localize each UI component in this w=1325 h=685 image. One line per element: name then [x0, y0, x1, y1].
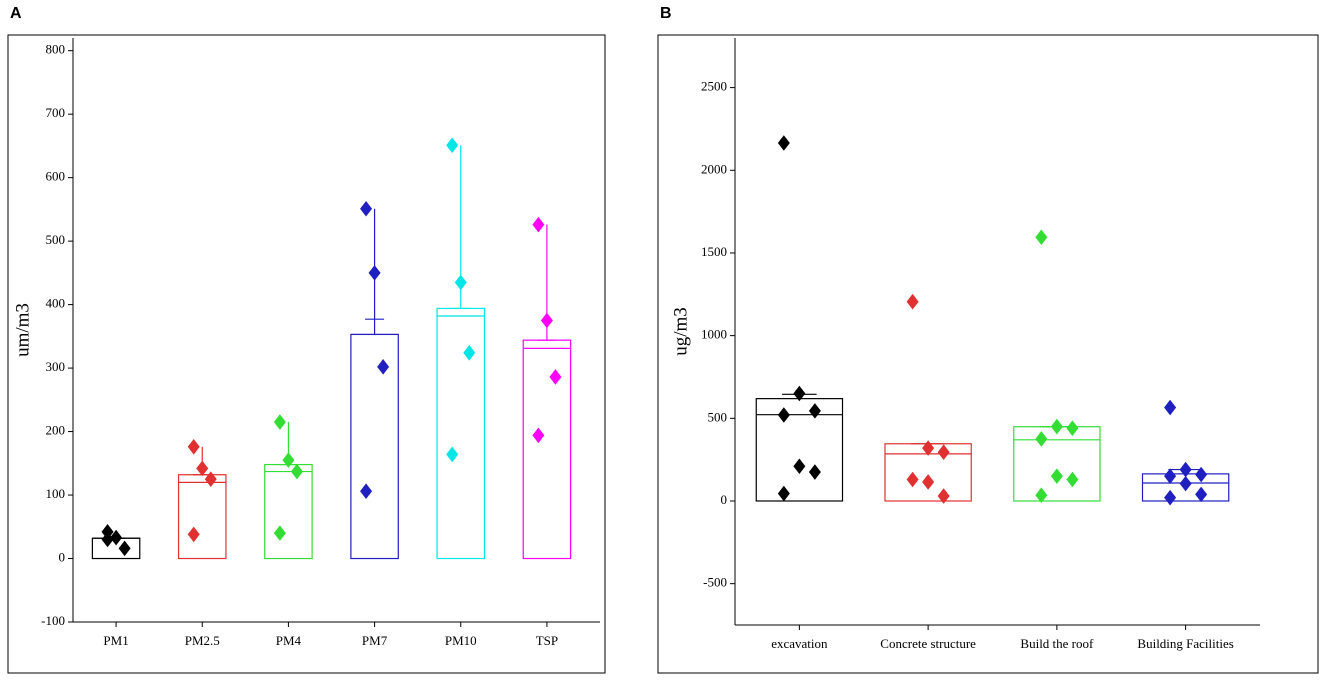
data-point — [290, 463, 303, 480]
data-point — [1050, 468, 1063, 484]
data-point — [777, 135, 790, 151]
panel-frame — [657, 34, 1319, 674]
data-point — [196, 460, 209, 477]
data-point — [532, 216, 545, 233]
data-point — [187, 526, 200, 543]
y-tick-label: 100 — [46, 486, 66, 501]
x-tick-label: Building Facilities — [1137, 636, 1233, 651]
x-tick-label: PM2.5 — [185, 633, 220, 648]
data-point — [360, 483, 373, 500]
data-point — [922, 474, 935, 490]
data-point — [360, 200, 373, 217]
data-point — [793, 458, 806, 475]
data-point — [1066, 420, 1079, 437]
y-tick-label: 500 — [708, 409, 728, 424]
data-point — [1050, 418, 1063, 435]
data-point — [1179, 461, 1192, 478]
panel-label: A — [10, 5, 22, 22]
data-point — [937, 488, 950, 504]
x-tick-label: excavation — [771, 636, 828, 651]
data-point — [808, 403, 821, 419]
y-tick-label: 500 — [46, 232, 66, 247]
x-tick-label: PM7 — [362, 633, 388, 648]
y-tick-label: 700 — [46, 105, 66, 120]
data-point — [446, 446, 459, 463]
bar — [264, 463, 313, 560]
data-point — [532, 427, 545, 444]
data-point — [922, 440, 935, 456]
data-point — [540, 312, 553, 329]
bar — [436, 307, 486, 560]
data-point — [101, 531, 114, 548]
bar — [177, 474, 227, 560]
y-tick-label: 1000 — [701, 327, 727, 342]
data-point — [1164, 399, 1177, 416]
data-point — [463, 345, 476, 361]
bar — [1013, 426, 1101, 502]
data-point — [282, 452, 295, 468]
data-point — [454, 274, 467, 291]
y-axis-label: um/m3 — [12, 303, 33, 357]
data-point — [793, 385, 806, 402]
y-tick-label: 2000 — [701, 161, 727, 176]
x-tick-label: PM4 — [276, 633, 302, 648]
data-point — [1035, 229, 1048, 246]
y-tick-label: 300 — [46, 359, 66, 374]
x-tick-label: PM1 — [103, 633, 128, 648]
data-point — [110, 529, 123, 546]
data-point — [118, 540, 131, 557]
data-point — [937, 444, 950, 461]
y-tick-label: 0 — [59, 550, 66, 565]
data-point — [777, 407, 790, 423]
x-tick-label: Build the roof — [1020, 636, 1094, 651]
data-point — [446, 137, 459, 154]
data-point — [377, 359, 390, 375]
data-point — [1195, 486, 1208, 503]
data-point — [204, 471, 217, 487]
panel-label: B — [660, 5, 672, 22]
data-point — [1179, 475, 1192, 492]
data-point — [808, 464, 821, 480]
x-tick-label: PM10 — [445, 633, 477, 648]
y-tick-label: -500 — [703, 575, 727, 590]
y-tick-label: 600 — [46, 169, 66, 184]
bar — [755, 398, 844, 502]
panel-frame — [7, 34, 606, 674]
data-point — [1164, 489, 1177, 506]
y-tick-label: 2500 — [701, 79, 727, 94]
bar — [350, 333, 399, 560]
data-point — [906, 471, 919, 488]
x-tick-label: Concrete structure — [880, 636, 976, 651]
y-tick-label: 1500 — [701, 244, 727, 259]
y-tick-label: 200 — [46, 423, 66, 438]
y-tick-label: -100 — [41, 613, 65, 628]
y-tick-label: 0 — [721, 492, 728, 507]
data-point — [368, 265, 381, 281]
bar — [522, 339, 572, 560]
data-point — [549, 369, 562, 385]
data-point — [273, 525, 286, 541]
data-point — [906, 293, 919, 310]
x-tick-label: TSP — [536, 633, 558, 648]
y-tick-label: 400 — [46, 296, 66, 311]
data-point — [777, 485, 790, 502]
data-point — [1066, 471, 1079, 488]
data-point — [273, 414, 286, 430]
data-point — [1164, 468, 1177, 484]
data-point — [1035, 431, 1048, 447]
y-axis-label: ug/m3 — [670, 307, 691, 356]
data-point — [1035, 487, 1048, 503]
data-point — [1195, 466, 1208, 483]
data-point — [187, 439, 200, 455]
y-tick-label: 800 — [46, 42, 66, 57]
